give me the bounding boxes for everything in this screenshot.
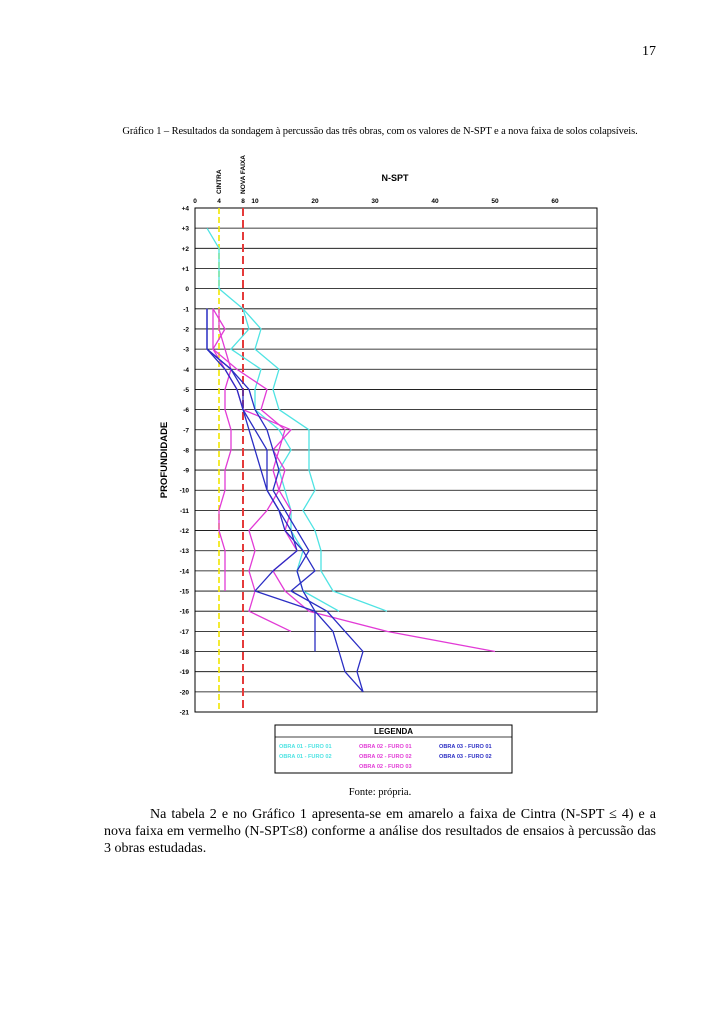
y-tick-label: -18 <box>180 649 190 656</box>
legend: LEGENDA OBRA 01 - FURO 01 OBRA 02 - FURO 0… <box>274 724 513 774</box>
series-lines <box>206 227 496 693</box>
legend-box <box>274 724 513 774</box>
x-tick-label: 20 <box>311 198 319 205</box>
legend-entry: OBRA 02 - FURO 01 <box>359 744 412 750</box>
y-tick-label: -15 <box>180 589 190 596</box>
x-tick-labels: 0 4 8 10 20 30 40 50 60 <box>193 198 559 205</box>
x-tick-label: 10 <box>251 198 259 205</box>
y-tick-label: 0 <box>185 286 189 293</box>
legend-entry: OBRA 01 - FURO 01 <box>279 744 332 750</box>
y-tick-label: -3 <box>183 347 189 354</box>
y-tick-label: +3 <box>182 226 190 233</box>
y-tick-label: +2 <box>182 246 190 253</box>
series-line-2 <box>230 308 340 612</box>
y-tick-label: -20 <box>180 689 190 696</box>
y-tick-label: -12 <box>180 528 190 535</box>
grid <box>194 207 598 713</box>
nspt-depth-chart: +4 +3 +2 +1 0 -1 -2 -3 -4 -5 -6 -7 -8 -9 -10 -11 -12 -13 -… <box>159 155 598 774</box>
x-tick-label: 30 <box>371 198 379 205</box>
figure-source: Fonte: própria. <box>348 787 412 798</box>
x-tick-label: 0 <box>193 198 197 205</box>
y-tick-label: -8 <box>183 447 189 454</box>
y-tick-label: -17 <box>180 629 190 636</box>
y-tick-label: -21 <box>180 710 190 717</box>
y-tick-label: +4 <box>182 206 190 213</box>
plot-frame <box>194 207 598 713</box>
legend-title: LEGENDA <box>374 727 413 736</box>
y-tick-label: -5 <box>183 387 189 394</box>
y-tick-label: -10 <box>180 488 190 495</box>
y-tick-label: +1 <box>182 266 190 273</box>
x-tick-label: 50 <box>491 198 499 205</box>
reference-line-label: NOVA FAIXA <box>240 155 247 194</box>
y-tick-labels: +4 +3 +2 +1 0 -1 -2 -3 -4 -5 -6 -7 -8 -9 -10 -11 -12 -13 -… <box>180 206 190 717</box>
legend-entry: OBRA 03 - FURO 01 <box>439 744 492 750</box>
y-tick-label: -9 <box>183 468 189 475</box>
series-line-3 <box>212 308 496 653</box>
legend-entry: OBRA 01 - FURO 02 <box>279 754 332 760</box>
x-tick-label: 40 <box>431 198 439 205</box>
y-tick-label: -13 <box>180 548 190 555</box>
y-tick-label: -11 <box>180 508 189 515</box>
series-line-8 <box>206 348 364 693</box>
x-tick-label: 4 <box>217 198 221 205</box>
y-tick-label: -19 <box>180 669 190 676</box>
x-axis-label: N-SPT <box>382 173 410 183</box>
y-tick-label: -16 <box>180 609 190 616</box>
y-axis-label: PROFUNDIDADE <box>159 422 170 499</box>
y-tick-label: -2 <box>183 326 189 333</box>
series-line-5 <box>212 308 292 632</box>
y-tick-label: -6 <box>183 407 189 414</box>
x-tick-label: 8 <box>241 198 245 205</box>
series-line-1 <box>206 227 388 612</box>
y-tick-label: -1 <box>183 306 189 313</box>
legend-entry: OBRA 02 - FURO 02 <box>359 754 412 760</box>
reference-line-label: CINTRA <box>216 169 223 194</box>
y-tick-label: -14 <box>180 568 190 575</box>
y-tick-label: -4 <box>183 367 189 374</box>
body-paragraph: Na tabela 2 e no Gráfico 1 apresenta-se … <box>104 807 656 856</box>
y-tick-label: -7 <box>183 427 189 434</box>
x-tick-label: 60 <box>551 198 559 205</box>
legend-entry: OBRA 03 - FURO 02 <box>439 754 492 760</box>
reference-lines: CINTRA NOVA FAIXA <box>216 155 247 712</box>
page-number: 17 <box>642 44 656 59</box>
figure-caption: Gráfico 1 – Resultados da sondagem à per… <box>122 126 638 137</box>
legend-entry: OBRA 02 - FURO 03 <box>359 764 412 770</box>
series-line-4 <box>218 308 232 591</box>
